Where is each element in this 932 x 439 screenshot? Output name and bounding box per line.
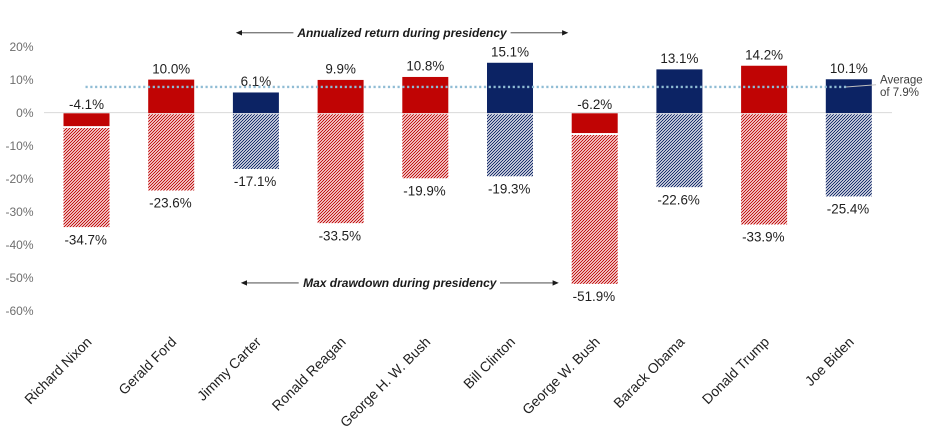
svg-text:-50%: -50% <box>5 271 33 285</box>
svg-text:-19.9%: -19.9% <box>403 184 446 199</box>
svg-text:0%: 0% <box>16 106 34 120</box>
svg-text:-19.3%: -19.3% <box>488 182 531 197</box>
svg-text:14.2%: 14.2% <box>745 47 783 62</box>
svg-text:-33.9%: -33.9% <box>742 230 785 245</box>
svg-text:15.1%: 15.1% <box>491 45 529 60</box>
svg-text:-20%: -20% <box>5 172 33 186</box>
svg-text:Annualized return during presi: Annualized return during presidency <box>296 26 508 40</box>
svg-text:10.0%: 10.0% <box>152 61 190 76</box>
svg-text:-17.1%: -17.1% <box>234 174 277 189</box>
svg-text:-33.5%: -33.5% <box>319 228 362 243</box>
svg-text:-30%: -30% <box>5 205 33 219</box>
svg-text:-6.2%: -6.2% <box>577 97 612 112</box>
svg-text:Max drawdown during presidency: Max drawdown during presidency <box>303 276 498 290</box>
svg-text:6.1%: 6.1% <box>241 74 272 89</box>
svg-text:20%: 20% <box>9 40 33 54</box>
svg-text:-40%: -40% <box>5 238 33 252</box>
svg-text:10%: 10% <box>9 73 33 87</box>
svg-text:-60%: -60% <box>5 304 33 318</box>
svg-text:-34.7%: -34.7% <box>64 232 107 247</box>
svg-text:13.1%: 13.1% <box>660 51 698 66</box>
svg-text:-22.6%: -22.6% <box>657 192 700 207</box>
svg-text:9.9%: 9.9% <box>325 62 356 77</box>
svg-text:-25.4%: -25.4% <box>827 202 870 217</box>
svg-text:Average: Average <box>880 75 923 87</box>
svg-text:10.1%: 10.1% <box>830 61 868 76</box>
svg-text:-4.1%: -4.1% <box>69 97 104 112</box>
svg-text:-23.6%: -23.6% <box>149 196 192 211</box>
svg-text:of 7.9%: of 7.9% <box>880 87 919 99</box>
svg-text:-51.9%: -51.9% <box>573 289 616 304</box>
svg-text:10.8%: 10.8% <box>406 59 444 74</box>
svg-text:-10%: -10% <box>5 139 33 153</box>
